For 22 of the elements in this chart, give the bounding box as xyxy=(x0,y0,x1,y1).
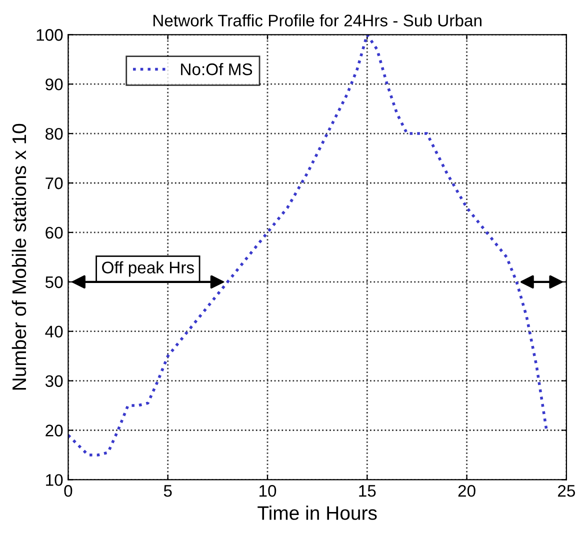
chart-title: Network Traffic Profile for 24Hrs - Sub Urban xyxy=(154,14,482,26)
x-tick-label: 20 xyxy=(458,485,476,497)
x-tick-label: 10 xyxy=(260,485,276,497)
y-tick-label: 60 xyxy=(46,226,63,239)
x-tick-label: 25 xyxy=(558,485,576,497)
legend-label: No:Of MS xyxy=(181,63,252,76)
y-tick-label: 80 xyxy=(46,128,63,140)
x-tick-label: 0 xyxy=(64,485,72,497)
y-tick-label: 40 xyxy=(45,326,63,338)
x-tick-label: 15 xyxy=(359,485,376,497)
y-tick-label: 70 xyxy=(46,177,63,190)
x-tick-label: 5 xyxy=(164,485,172,497)
y-tick-label: 90 xyxy=(46,78,63,90)
y-tick-label: 100 xyxy=(36,29,63,41)
line-series xyxy=(68,34,548,456)
y-tick-label: 20 xyxy=(46,424,63,436)
annotation: Off peak Hrs xyxy=(102,261,194,277)
y-tick-label: 50 xyxy=(45,276,63,288)
x-axis-title: Time in Hours xyxy=(258,506,377,520)
y-tick-label: 30 xyxy=(45,375,63,387)
y-axis-title: Number of Mobile stations x 10 xyxy=(12,124,26,390)
y-tick-label: 10 xyxy=(46,474,63,486)
